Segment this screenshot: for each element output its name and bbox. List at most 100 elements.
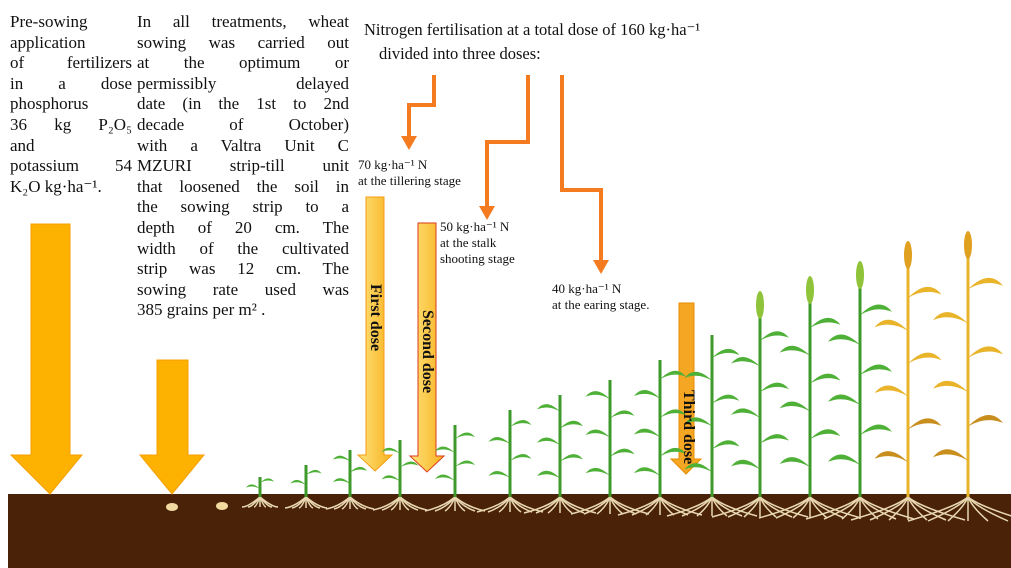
plant-part: [860, 305, 892, 315]
plant-part: [333, 456, 350, 462]
plant-part: [760, 434, 789, 443]
plant-part: [560, 421, 583, 429]
sowing-text: depth of 20 cm. The: [137, 218, 349, 238]
sowing-text: MZURI strip-till unit: [137, 156, 349, 176]
plant-part: [908, 353, 942, 364]
plant-part: [828, 455, 860, 465]
plant-part: [904, 241, 912, 269]
sowing-text: at the optimum or: [137, 53, 349, 73]
pre-sowing-text: 36 kg P₂O₅: [10, 115, 132, 135]
sowing-text: width of the cultivated: [137, 239, 349, 259]
plant-part: [350, 467, 367, 473]
sowing-text: the sowing strip to a: [137, 197, 349, 217]
plant-part: [560, 454, 583, 462]
plant-part: [537, 437, 560, 445]
plant-part: [856, 261, 864, 289]
plant-part: [400, 461, 419, 467]
plant-part: [933, 312, 968, 323]
plant-part: [908, 418, 942, 429]
plant-part: [435, 446, 455, 453]
plant-part: [780, 457, 811, 467]
pre-sowing-text: Pre-sowing: [10, 12, 132, 32]
dose-arrow-label: First dose: [366, 284, 384, 351]
plant-part: [712, 349, 740, 358]
plant-part: [828, 395, 860, 405]
plant-part: [875, 385, 909, 396]
plant-part: [875, 320, 909, 331]
plant-part: [731, 357, 760, 366]
pre-sowing-text: K₂O kg·ha⁻¹.: [10, 177, 132, 197]
plant-part: [586, 391, 611, 399]
plant-part: [489, 437, 511, 444]
sowing-text: date (in the 1st to 2nd: [137, 94, 349, 114]
plant-part: [306, 470, 322, 475]
plant-part: [810, 318, 841, 328]
plant-part: [810, 429, 841, 439]
big-arrow: [11, 224, 82, 494]
dose-text: 50 kg·ha⁻¹ N: [440, 219, 509, 234]
dose-text: shooting stage: [440, 251, 515, 266]
dose-text: 70 kg·ha⁻¹ N: [358, 157, 427, 172]
plant-part: [435, 474, 455, 481]
dose-text: at the stalk: [440, 235, 496, 250]
plant-part: [760, 331, 789, 340]
pre-sowing-text: potassium 54: [10, 156, 132, 176]
plant-part: [586, 429, 611, 437]
plant-part: [712, 395, 740, 404]
plant-part: [968, 278, 1003, 289]
plant-part: [968, 415, 1003, 426]
dose-arrow-label: Third dose: [679, 390, 697, 464]
sowing-text: permissibly delayed: [137, 74, 349, 94]
plant-part: [510, 420, 532, 427]
pre-sowing-text: and: [10, 136, 132, 156]
plant-part: [537, 404, 560, 412]
plant-part: [780, 401, 811, 411]
nitrogen-text: divided into three doses:: [379, 44, 541, 64]
pre-sowing-text: phosphorus: [10, 94, 132, 114]
sowing-text: sowing was carried out: [137, 33, 349, 53]
plant-part: [756, 291, 764, 319]
sowing-text: that loosened the soil in: [137, 177, 349, 197]
plant-part: [455, 460, 475, 467]
plant-part: [806, 276, 814, 304]
seed: [216, 502, 228, 510]
dose-text: 40 kg·ha⁻¹ N: [552, 281, 621, 296]
plant-part: [610, 449, 635, 457]
plant-part: [634, 429, 660, 438]
plant-part: [246, 484, 260, 489]
plant-part: [291, 480, 307, 485]
plant-part: [260, 478, 274, 483]
sowing-text: strip was 12 cm. The: [137, 259, 349, 279]
plant-part: [780, 346, 811, 356]
plant-part: [875, 451, 909, 462]
dose-arrow-label: Second dose: [418, 310, 436, 393]
diagram: Pre-sowingapplicationof fertilizersin a …: [0, 0, 1011, 568]
seed: [166, 503, 178, 511]
plant-part: [860, 425, 892, 435]
plant-part: [586, 468, 611, 476]
plant-part: [333, 478, 350, 484]
plant-part: [964, 231, 972, 259]
plant-part: [731, 408, 760, 417]
sowing-text: In all treatments, wheat: [137, 12, 349, 32]
plant-part: [933, 381, 968, 392]
plant-part: [968, 346, 1003, 357]
plant-part: [510, 454, 532, 461]
sowing-text: sowing rate used was: [137, 280, 349, 300]
plant-part: [933, 449, 968, 460]
plant-part: [455, 432, 475, 439]
sowing-text: with a Valtra Unit C: [137, 136, 349, 156]
plant-part: [712, 440, 740, 449]
plant-part: [489, 471, 511, 478]
plant-part: [731, 460, 760, 469]
plant-part: [828, 335, 860, 345]
pre-sowing-text: of fertilizers: [10, 53, 132, 73]
pre-sowing-text: in a dose: [10, 74, 132, 94]
plant-part: [634, 390, 660, 399]
big-arrow: [140, 360, 204, 494]
plant-part: [860, 365, 892, 375]
dose-text: at the earing stage.: [552, 297, 649, 312]
plant-part: [810, 374, 841, 384]
dose-text: at the tillering stage: [358, 173, 461, 188]
sowing-text: 385 grains per m² .: [137, 300, 349, 320]
